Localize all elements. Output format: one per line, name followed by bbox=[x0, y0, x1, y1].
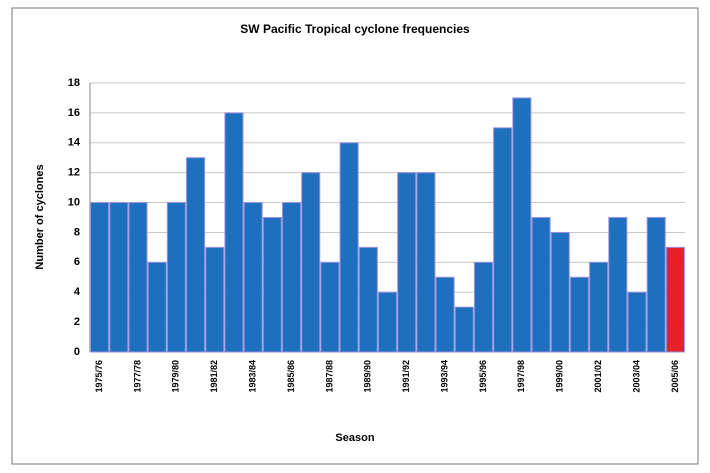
y-tick-label: 4 bbox=[74, 286, 81, 298]
x-tick-label: 1995/96 bbox=[478, 360, 488, 393]
y-tick-label: 12 bbox=[68, 167, 80, 179]
x-tick-label: 1979/80 bbox=[171, 360, 181, 393]
chart-border bbox=[11, 7, 699, 465]
bar bbox=[128, 202, 148, 353]
bar bbox=[512, 97, 532, 353]
x-tick-label: 1977/78 bbox=[132, 360, 142, 393]
x-tick-label: 1991/92 bbox=[401, 360, 411, 393]
chart-title: SW Pacific Tropical cyclone frequencies bbox=[240, 22, 470, 36]
bar bbox=[224, 112, 244, 353]
y-tick-label: 2 bbox=[74, 316, 80, 328]
bar bbox=[397, 172, 417, 353]
bar bbox=[608, 217, 628, 353]
y-tick-label: 0 bbox=[74, 346, 80, 358]
x-tick-label: 1981/82 bbox=[209, 360, 219, 393]
bar bbox=[90, 202, 110, 353]
bar bbox=[282, 202, 302, 353]
bar bbox=[205, 246, 225, 353]
bar bbox=[454, 306, 474, 353]
bar bbox=[320, 261, 340, 353]
bar bbox=[473, 261, 493, 353]
x-tick-label: 1999/00 bbox=[555, 360, 565, 393]
bar bbox=[109, 202, 129, 353]
x-tick-label: 2005/06 bbox=[670, 360, 680, 393]
y-tick-label: 16 bbox=[68, 107, 80, 119]
y-tick-label: 10 bbox=[68, 196, 80, 208]
y-axis-title: Number of cyclones bbox=[34, 164, 46, 269]
bar bbox=[627, 291, 647, 353]
bar bbox=[339, 142, 359, 353]
bar bbox=[186, 157, 206, 353]
bar bbox=[646, 217, 666, 353]
bar bbox=[550, 231, 570, 353]
bar bbox=[569, 276, 589, 353]
x-tick-label: 1985/86 bbox=[286, 360, 296, 393]
x-tick-label: 1975/76 bbox=[94, 360, 104, 393]
bar bbox=[166, 202, 186, 353]
bar bbox=[147, 261, 167, 353]
x-tick-label: 1997/98 bbox=[516, 360, 526, 393]
bar bbox=[358, 246, 378, 353]
x-tick-label: 1983/84 bbox=[248, 360, 258, 393]
bar bbox=[493, 127, 513, 353]
bar bbox=[589, 261, 609, 353]
x-tick-label: 2001/02 bbox=[593, 360, 603, 393]
x-tick-label: 1989/90 bbox=[363, 360, 373, 393]
y-tick-label: 8 bbox=[74, 226, 80, 238]
bar bbox=[665, 246, 685, 353]
x-tick-label: 2003/04 bbox=[631, 360, 641, 393]
bar bbox=[416, 172, 436, 353]
bar bbox=[531, 217, 551, 353]
bar bbox=[243, 202, 263, 353]
x-tick-label: 1987/88 bbox=[324, 360, 334, 393]
y-tick-label: 18 bbox=[68, 77, 80, 89]
bar bbox=[377, 291, 398, 353]
bar bbox=[435, 276, 455, 353]
y-tick-label: 6 bbox=[74, 256, 80, 268]
bar bbox=[262, 217, 282, 353]
y-tick-label: 14 bbox=[68, 137, 81, 149]
x-tick-label: 1993/94 bbox=[439, 360, 449, 393]
x-axis-title: Season bbox=[335, 432, 374, 444]
bar bbox=[301, 172, 321, 353]
